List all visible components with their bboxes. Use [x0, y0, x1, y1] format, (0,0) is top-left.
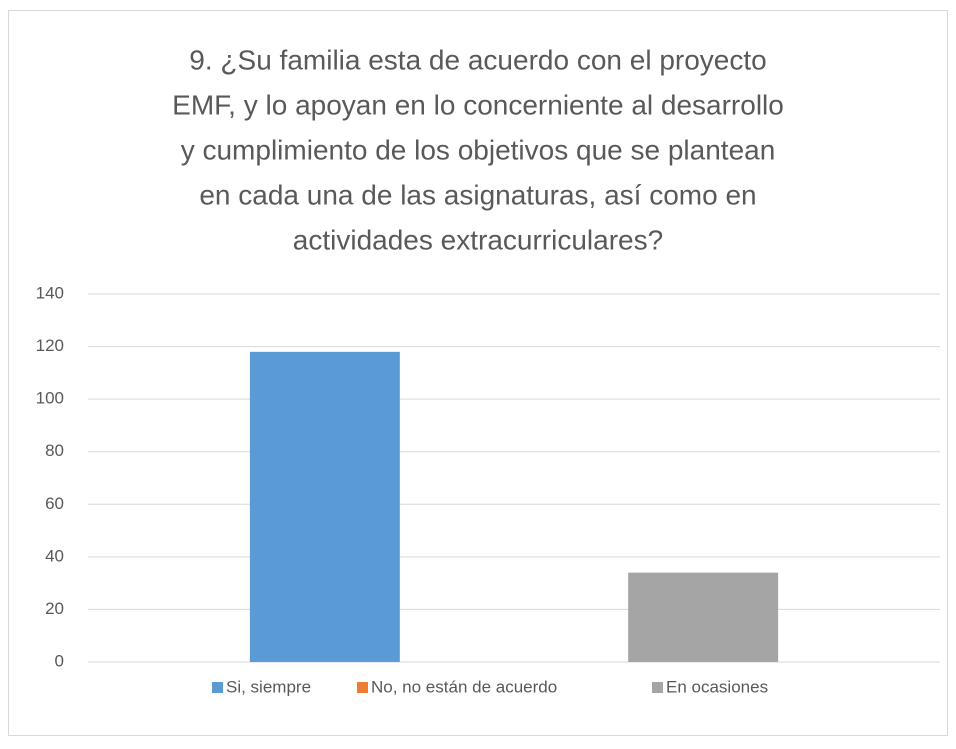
y-tick-label: 120 — [36, 336, 64, 355]
y-tick-label: 60 — [45, 494, 64, 513]
legend-swatch — [212, 682, 223, 693]
legend-swatch — [357, 682, 368, 693]
y-tick-label: 0 — [55, 651, 64, 670]
bar — [249, 351, 400, 662]
chart-title: en cada una de las asignaturas, así como… — [199, 179, 756, 210]
y-tick-label: 40 — [45, 546, 64, 565]
chart-title: 9. ¿Su familia esta de acuerdo con el pr… — [189, 44, 766, 75]
bar — [628, 572, 779, 662]
legend-swatch — [652, 682, 663, 693]
y-tick-label: 20 — [45, 599, 64, 618]
chart-title: actividades extracurriculares? — [293, 224, 663, 255]
y-tick-label: 100 — [36, 389, 64, 408]
legend-label: Si, siempre — [226, 677, 311, 696]
y-tick-label: 80 — [45, 441, 64, 460]
chart-title: y cumplimiento de los objetivos que se p… — [181, 134, 776, 165]
y-tick-label: 140 — [36, 283, 64, 302]
legend-label: En ocasiones — [666, 677, 768, 696]
chart-border — [8, 10, 948, 736]
chart-title: EMF, y lo apoyan en lo concerniente al d… — [172, 89, 784, 120]
legend-label: No, no están de acuerdo — [371, 677, 557, 696]
